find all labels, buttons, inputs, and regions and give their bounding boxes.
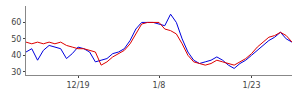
svg-text:50: 50 [11,35,21,44]
svg-text:12/19: 12/19 [67,81,90,90]
svg-text:60: 60 [11,18,21,27]
svg-text:1/8: 1/8 [153,81,166,90]
svg-text:1/23: 1/23 [243,81,261,90]
svg-text:40: 40 [11,51,21,60]
svg-text:30: 30 [11,68,21,77]
